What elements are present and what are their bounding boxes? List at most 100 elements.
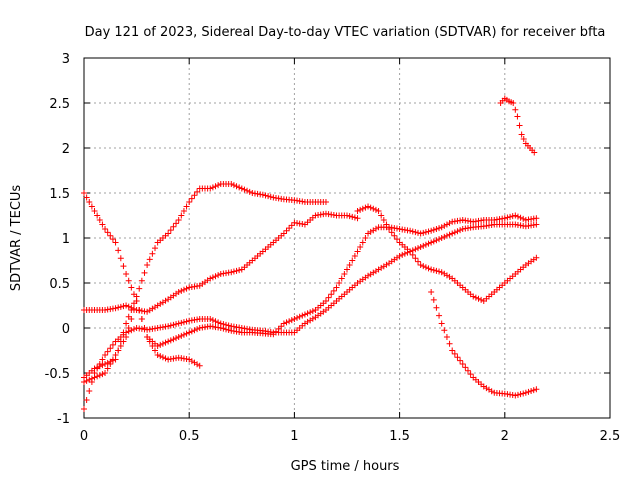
data-point: [94, 365, 101, 372]
data-markers: [81, 95, 540, 412]
data-point: [102, 361, 109, 367]
data-point: [291, 316, 298, 322]
data-point: [296, 313, 303, 320]
data-point: [309, 315, 316, 322]
x-tick-label: 1: [290, 429, 298, 444]
data-point: [457, 357, 464, 364]
data-point: [438, 269, 445, 276]
data-point: [112, 305, 119, 312]
data-point: [362, 204, 369, 211]
data-point: [117, 303, 124, 310]
data-point: [173, 335, 180, 342]
data-point: [483, 385, 490, 392]
data-point: [259, 191, 266, 198]
data-point: [96, 372, 103, 379]
data-point: [446, 273, 453, 280]
data-point: [388, 229, 395, 236]
data-point: [230, 268, 237, 275]
data-point: [380, 217, 387, 223]
data-point: [430, 238, 437, 245]
data-point: [372, 206, 379, 213]
data-point: [409, 228, 416, 235]
series-s2: [81, 210, 361, 315]
data-point: [533, 221, 540, 228]
data-point: [120, 303, 127, 310]
data-point: [207, 185, 214, 192]
data-point: [272, 328, 279, 335]
series-s7: [428, 289, 540, 399]
data-point: [514, 213, 521, 220]
data-point: [86, 376, 93, 383]
data-point: [133, 298, 140, 304]
data-point: [123, 271, 130, 277]
data-point: [415, 229, 422, 236]
data-point: [96, 361, 103, 367]
data-point: [467, 371, 474, 378]
data-point: [436, 268, 443, 275]
data-point: [341, 271, 348, 277]
data-point: [412, 229, 419, 236]
data-point: [162, 355, 169, 362]
x-tick-label: 2.5: [600, 429, 621, 444]
data-point: [123, 320, 130, 327]
data-point: [325, 294, 332, 301]
data-point: [288, 222, 295, 229]
data-point: [367, 204, 374, 211]
data-point: [438, 320, 445, 327]
data-point: [433, 237, 440, 244]
data-point: [188, 358, 195, 365]
data-point: [149, 305, 156, 312]
data-point: [115, 347, 122, 354]
y-ticks: -1 -0.5 0 0.5 1 1.5 2 2.5 3: [45, 52, 610, 427]
data-point: [354, 215, 361, 222]
data-point: [99, 356, 106, 363]
data-point: [338, 275, 345, 282]
data-point: [223, 326, 230, 333]
data-point: [109, 341, 116, 348]
data-point: [510, 100, 517, 106]
data-point: [183, 203, 190, 210]
data-point: [209, 274, 216, 281]
data-point: [186, 356, 193, 363]
x-axis-label: GPS time / hours: [291, 459, 400, 474]
data-point: [267, 193, 274, 200]
data-point: [301, 311, 308, 318]
data-point: [173, 220, 180, 227]
data-point: [191, 327, 198, 334]
data-point: [102, 226, 109, 232]
data-point: [443, 272, 450, 279]
data-point: [436, 312, 443, 319]
y-axis-label: SDTVAR / TECUs: [9, 185, 24, 292]
data-point: [441, 327, 448, 334]
data-point: [207, 316, 214, 322]
data-point: [378, 212, 385, 219]
data-point: [472, 294, 479, 301]
data-point: [230, 182, 237, 189]
data-point: [436, 225, 443, 232]
x-tick-label: 0: [80, 429, 88, 444]
data-point: [396, 253, 403, 259]
data-point: [520, 215, 527, 222]
data-point: [120, 263, 127, 270]
data-point: [191, 192, 198, 199]
y-tick-label: 1.5: [49, 187, 70, 202]
data-point: [233, 267, 240, 274]
data-point: [322, 298, 329, 304]
data-point: [220, 325, 227, 332]
data-point: [415, 245, 422, 252]
y-tick-label: -0.5: [45, 367, 70, 382]
data-point: [175, 334, 182, 340]
data-point: [286, 318, 293, 325]
data-point: [83, 194, 90, 201]
data-point: [99, 362, 106, 369]
data-point: [330, 287, 337, 294]
data-point: [367, 271, 374, 278]
data-point: [365, 203, 372, 210]
data-point: [212, 183, 219, 190]
data-point: [357, 206, 364, 213]
data-point: [81, 406, 87, 412]
data-point: [322, 199, 329, 205]
data-point: [462, 364, 469, 371]
data-point: [425, 240, 432, 247]
data-point: [486, 386, 493, 393]
